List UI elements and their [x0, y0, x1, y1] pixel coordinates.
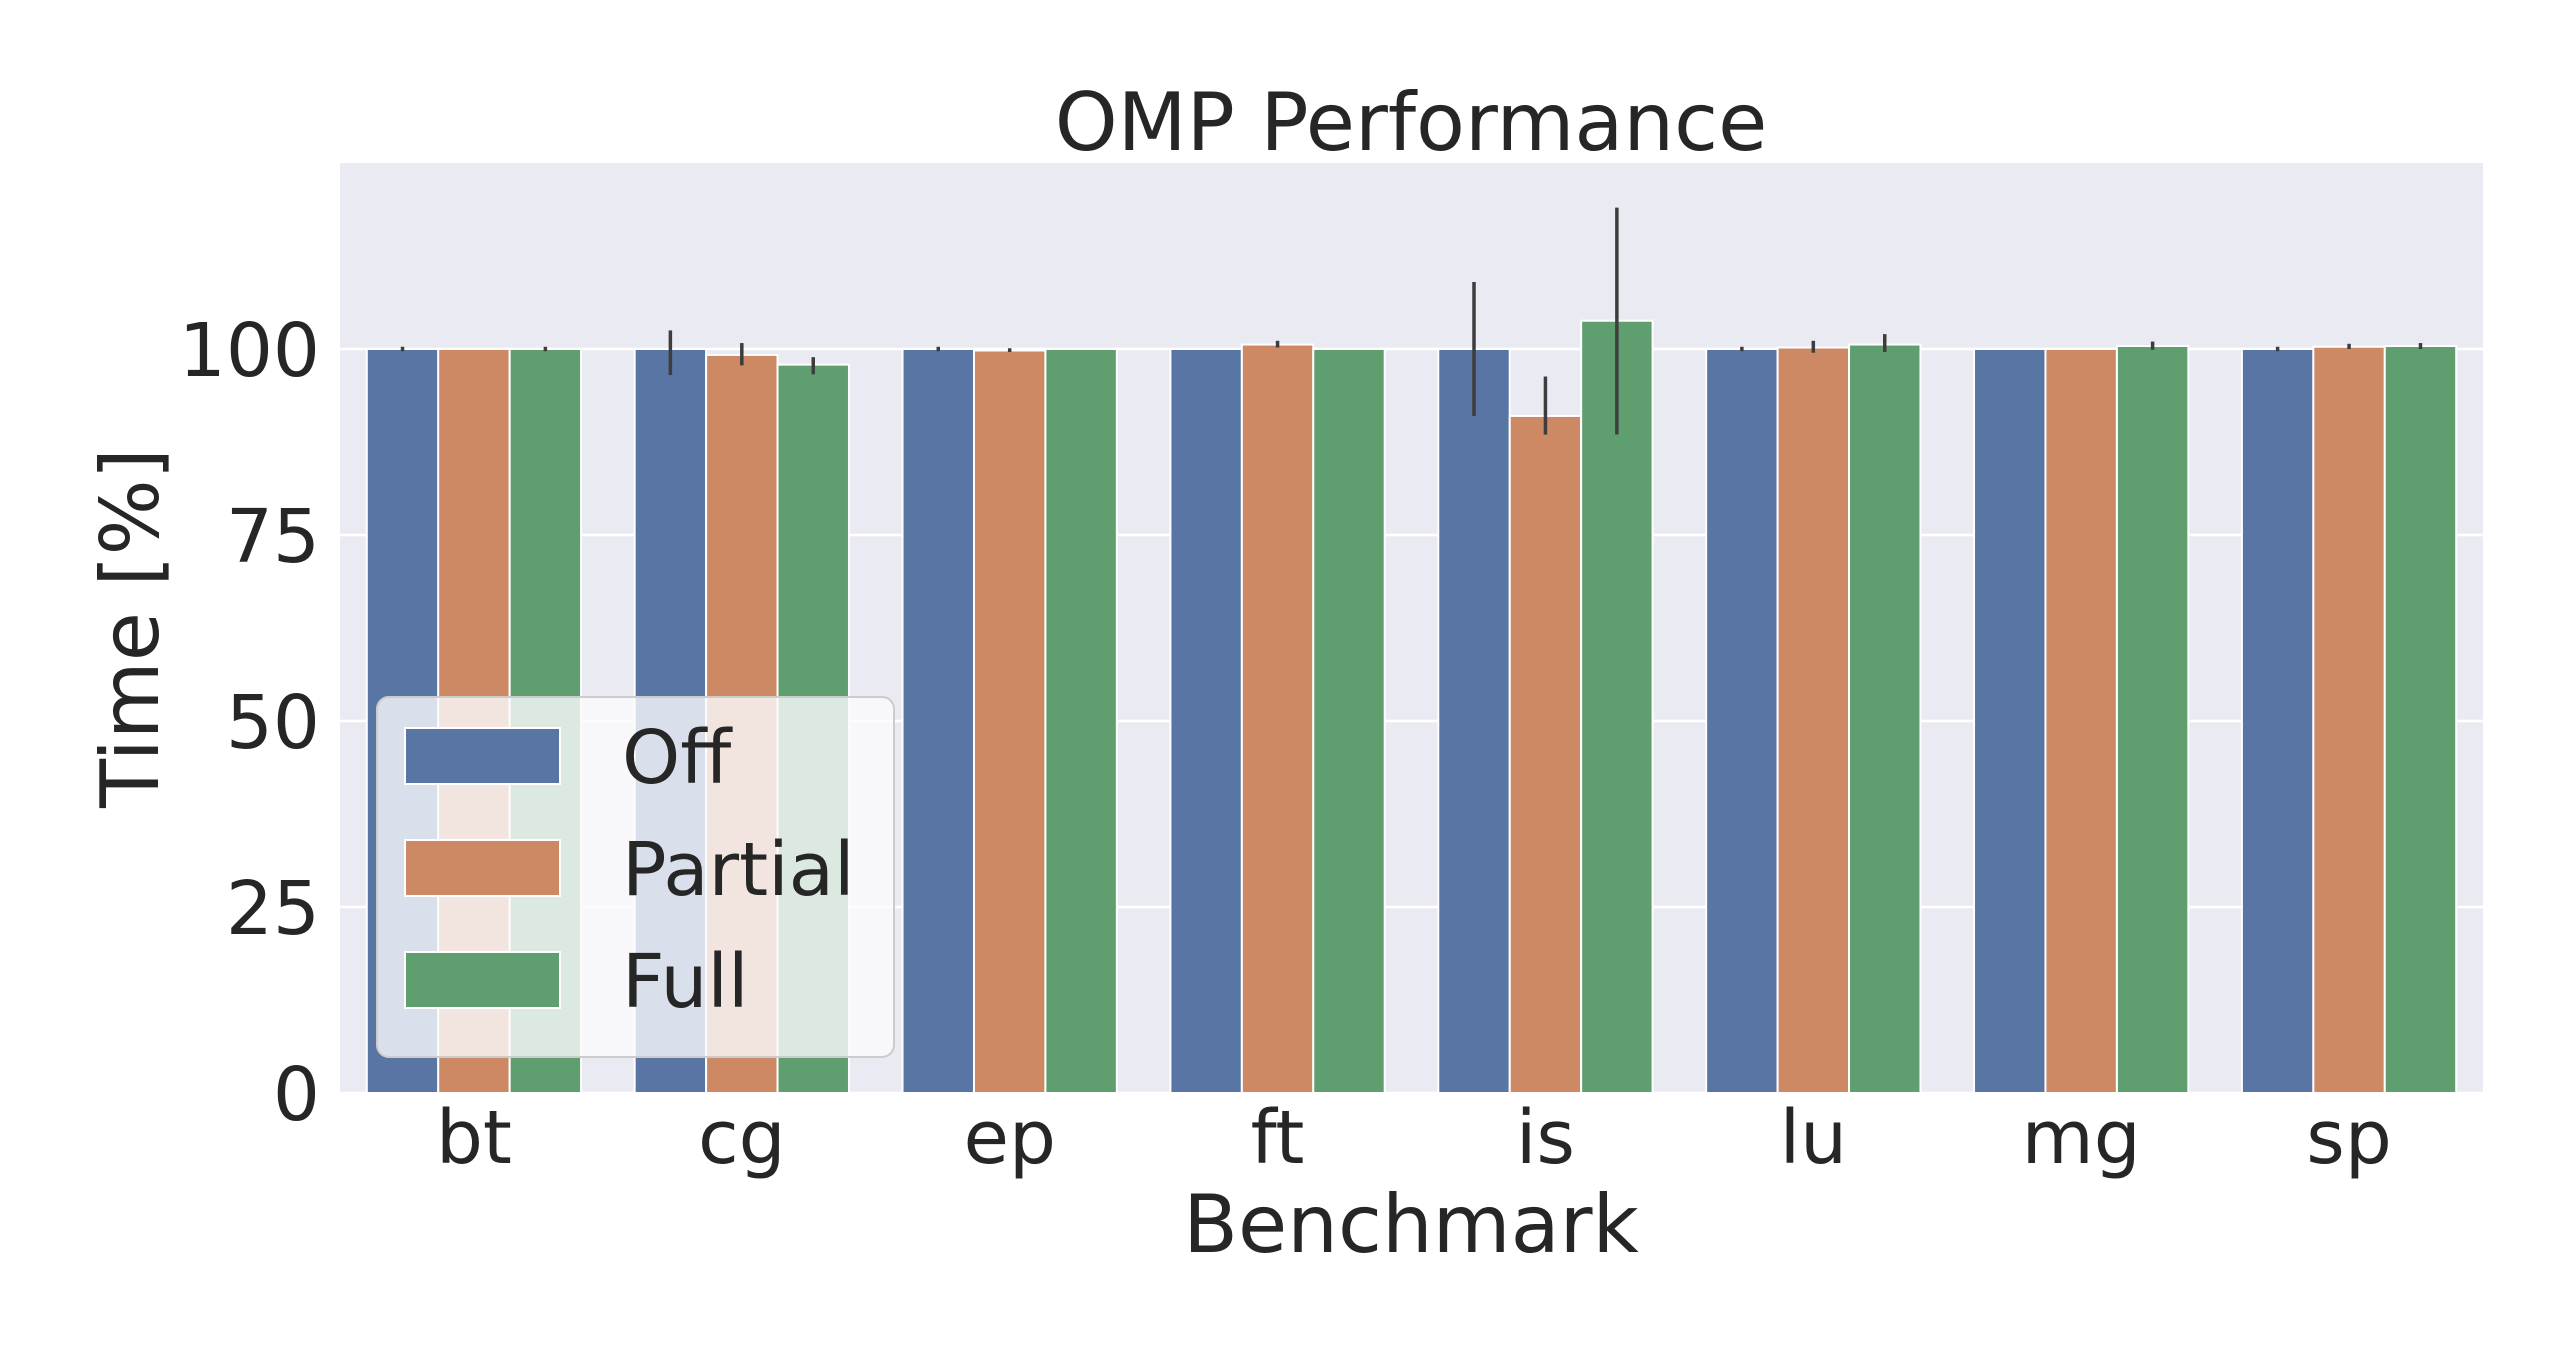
- x-tick-label-bt: bt: [436, 1095, 512, 1181]
- x-tick-label-lu: lu: [1780, 1095, 1847, 1181]
- y-tick-label: 25: [226, 866, 320, 952]
- legend-label-off: Off: [622, 715, 733, 801]
- y-tick-label: 50: [226, 680, 320, 766]
- y-tick-label: 100: [179, 308, 320, 394]
- bar-partial-mg: [2044, 348, 2118, 1094]
- bar-partial-is: [1508, 414, 1583, 1094]
- x-axis-label: Benchmark: [1183, 1178, 1639, 1271]
- x-tick-label-cg: cg: [698, 1095, 786, 1181]
- y-tick-label: 75: [226, 494, 320, 580]
- x-tick-label-ft: ft: [1251, 1095, 1305, 1181]
- bar-partial-sp: [2312, 345, 2386, 1094]
- bar-off-ep: [901, 348, 975, 1094]
- bar-partial-lu: [1776, 346, 1851, 1094]
- bar-full-sp: [2383, 345, 2458, 1094]
- bar-off-mg: [1973, 348, 2047, 1094]
- bar-off-ft: [1169, 348, 1243, 1094]
- legend-label-full: Full: [622, 939, 749, 1025]
- legend: Off Partial Full: [376, 696, 895, 1058]
- bar-off-is: [1437, 348, 1511, 1094]
- bar-partial-ep: [972, 349, 1047, 1095]
- x-tick-label-is: is: [1516, 1095, 1575, 1181]
- x-tick-label-sp: sp: [2306, 1095, 2392, 1181]
- bar-off-lu: [1705, 348, 1779, 1094]
- y-axis-label: Time [%]: [84, 448, 177, 809]
- bar-full-mg: [2115, 345, 2190, 1094]
- y-tick-label: 0: [273, 1052, 320, 1138]
- x-tick-label-ep: ep: [963, 1095, 1056, 1181]
- bar-full-lu: [1848, 343, 1922, 1094]
- chart-title: OMP Performance: [1055, 76, 1768, 169]
- x-tick-labels: bt cg ep ft is lu mg sp: [436, 1095, 2392, 1181]
- legend-swatch-off: [404, 727, 561, 785]
- bar-partial-ft: [1240, 343, 1315, 1094]
- bar-full-ft: [1312, 348, 1386, 1094]
- legend-swatch-partial: [404, 839, 561, 897]
- bar-off-sp: [2240, 348, 2315, 1094]
- legend-swatch-full: [404, 951, 561, 1009]
- bar-full-is: [1580, 319, 1654, 1094]
- y-tick-labels: 0 25 50 75 100: [179, 308, 320, 1138]
- legend-label-partial: Partial: [622, 827, 855, 913]
- x-tick-label-mg: mg: [2022, 1095, 2141, 1181]
- bar-full-ep: [1044, 348, 1118, 1094]
- error-bars: [400, 207, 2423, 435]
